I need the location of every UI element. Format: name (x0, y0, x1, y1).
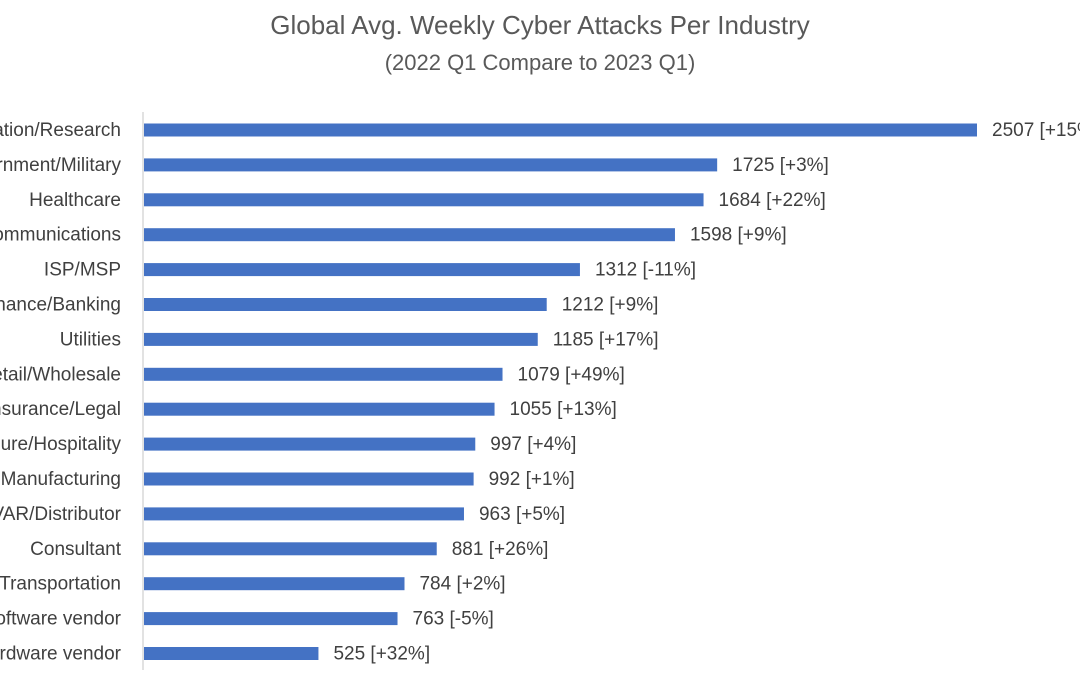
category-label: Education/Research (0, 120, 121, 141)
category-label: Government/Military (0, 155, 121, 176)
bar (144, 542, 437, 556)
data-label: 963 [+5%] (479, 504, 565, 525)
data-label: 992 [+1%] (489, 469, 575, 490)
category-label: Consultant (30, 539, 122, 560)
category-label: Retail/Wholesale (0, 364, 121, 385)
bar (144, 298, 547, 311)
category-label: Finance/Banking (0, 295, 121, 316)
category-label: Manufacturing (1, 469, 121, 490)
bar (144, 158, 718, 172)
bar (144, 402, 495, 416)
bar (144, 263, 580, 277)
data-label: 784 [+2%] (419, 574, 505, 595)
category-label: Software vendor (0, 609, 122, 630)
category-label: Utilities (60, 329, 121, 350)
data-label: 1725 [+3%] (732, 155, 829, 176)
data-label: 1079 [+49%] (518, 364, 625, 385)
category-label: Insurance/Legal (0, 399, 121, 420)
bar (144, 193, 704, 207)
data-label: 1312 [-11%] (595, 260, 696, 281)
chart-subtitle: (2022 Q1 Compare to 2023 Q1) (384, 50, 696, 75)
category-label: Transportation (0, 574, 121, 595)
bar (144, 367, 503, 381)
bars-layer: Education/Research 2507 [+15%] Government/… (0, 120, 1080, 665)
bar (144, 228, 675, 242)
data-label: 763 [-5%] (413, 609, 494, 630)
data-label: 525 [+32%] (333, 644, 430, 665)
data-label: 881 [+26%] (452, 539, 549, 560)
category-label: Leisure/Hospitality (0, 434, 121, 455)
bar (144, 577, 405, 591)
category-label: Hardware vendor (0, 644, 122, 665)
category-label: ISP/MSP (44, 260, 121, 281)
bar (144, 437, 476, 451)
bar (144, 507, 464, 521)
data-label: 1684 [+22%] (719, 190, 826, 211)
bar (144, 647, 319, 660)
bar (144, 123, 977, 137)
category-label: Communications (0, 225, 121, 246)
chart-title: Global Avg. Weekly Cyber Attacks Per Ind… (270, 10, 810, 40)
bar (144, 472, 474, 486)
data-label: 997 [+4%] (490, 434, 576, 455)
data-label: 1185 [+17%] (553, 329, 659, 350)
bar (144, 612, 398, 626)
data-label: 1598 [+9%] (690, 225, 787, 246)
data-label: 1055 [+13%] (510, 399, 617, 420)
category-label: SI/VAR/Distributor (0, 504, 122, 525)
data-label: 2507 [+15%] (992, 120, 1080, 141)
data-label: 1212 [+9%] (562, 295, 659, 316)
bar (144, 332, 538, 346)
category-label: Healthcare (29, 190, 121, 211)
